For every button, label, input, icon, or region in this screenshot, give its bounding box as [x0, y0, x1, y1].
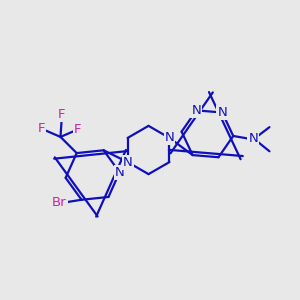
Text: F: F: [74, 123, 81, 136]
Text: N: N: [165, 131, 174, 144]
Text: N: N: [123, 156, 133, 169]
Text: F: F: [38, 122, 45, 135]
Text: N: N: [115, 166, 124, 179]
Text: F: F: [58, 108, 66, 121]
Text: N: N: [217, 106, 227, 119]
Text: Br: Br: [52, 196, 67, 209]
Text: N: N: [248, 132, 258, 146]
Text: N: N: [191, 104, 201, 117]
